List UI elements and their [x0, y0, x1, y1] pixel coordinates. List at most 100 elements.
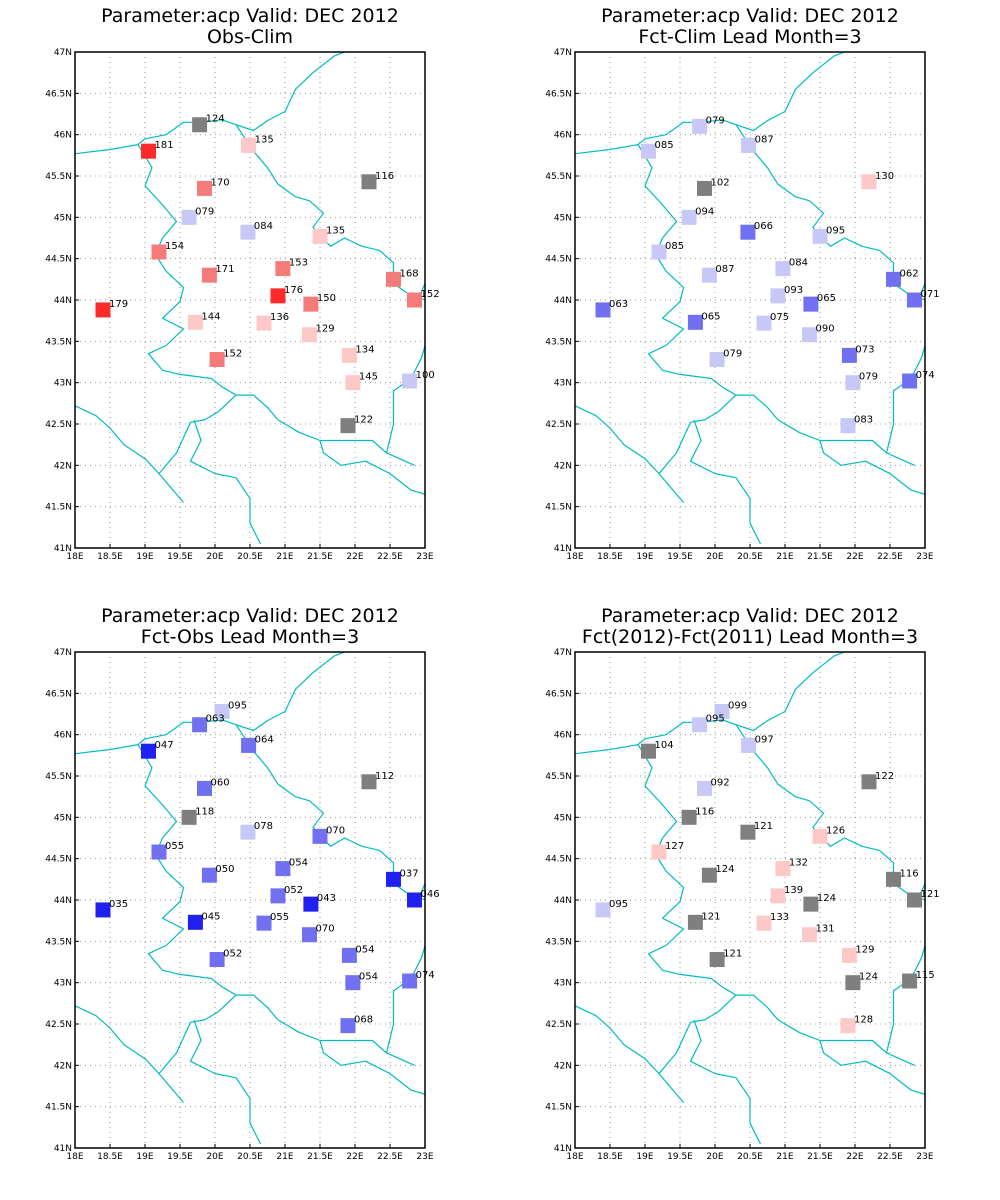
- y-tick-label: 41.5N: [545, 503, 572, 513]
- station-value-label: 085: [655, 140, 674, 151]
- station-value-label: 118: [195, 806, 214, 817]
- station-value-label: 124: [817, 893, 836, 904]
- x-tick-label: 23E: [916, 1152, 933, 1162]
- x-tick-label: 19E: [136, 1152, 153, 1162]
- station-marker: [756, 315, 772, 331]
- x-tick-label: 22E: [846, 1152, 863, 1162]
- chart-subtitle: Fct-Obs Lead Month=3: [141, 626, 359, 648]
- station-marker: [95, 902, 111, 918]
- station-value-label: 078: [254, 821, 273, 832]
- x-tick-label: 22E: [346, 552, 363, 562]
- border-line: [575, 405, 684, 503]
- y-tick-label: 43N: [554, 379, 572, 389]
- x-tick-label: 20E: [706, 552, 723, 562]
- y-tick-label: 43.5N: [545, 337, 572, 347]
- station-marker: [240, 224, 256, 240]
- station-marker: [151, 244, 167, 260]
- station-marker: [407, 292, 422, 308]
- border-line: [689, 419, 762, 545]
- station-value-label: 083: [854, 415, 873, 426]
- station-marker: [840, 418, 856, 434]
- x-tick-label: 18.5E: [597, 1152, 623, 1162]
- y-tick-label: 47N: [554, 48, 572, 58]
- station-value-label: 070: [326, 825, 345, 836]
- y-tick-label: 44N: [554, 296, 572, 306]
- chart-title: Parameter:acp Valid: DEC 2012: [601, 5, 899, 27]
- x-tick-label: 18.5E: [597, 552, 623, 562]
- station-marker: [303, 896, 319, 912]
- y-tick-label: 43.5N: [545, 937, 572, 947]
- station-marker: [641, 743, 656, 759]
- station-value-label: 179: [109, 299, 128, 310]
- border-line: [75, 1005, 184, 1103]
- border-line: [75, 52, 345, 155]
- station-value-label: 124: [715, 864, 734, 875]
- station-value-label: 084: [789, 258, 808, 269]
- border-line: [753, 994, 915, 1066]
- y-tick-label: 46.5N: [545, 689, 572, 699]
- station-value-label: 135: [255, 134, 274, 145]
- station-value-label: 152: [223, 349, 242, 360]
- station-value-label: 055: [165, 841, 184, 852]
- station-value-label: 062: [900, 268, 919, 279]
- x-tick-label: 23E: [416, 1152, 433, 1162]
- station-marker: [386, 871, 401, 887]
- y-tick-label: 43N: [54, 979, 72, 989]
- station-marker: [303, 296, 319, 312]
- station-value-label: 085: [665, 241, 684, 252]
- y-tick-label: 46.5N: [45, 89, 72, 99]
- station-value-label: 079: [706, 115, 725, 126]
- station-marker: [687, 914, 703, 930]
- station-value-label: 128: [854, 1015, 873, 1026]
- x-tick-label: 21.5E: [307, 1152, 333, 1162]
- station-value-label: 129: [855, 944, 874, 955]
- station-value-label: 047: [155, 740, 174, 751]
- x-tick-label: 18E: [566, 552, 583, 562]
- station-marker: [270, 288, 286, 304]
- x-tick-label: 23E: [416, 552, 433, 562]
- station-marker: [201, 267, 217, 283]
- station-value-label: 079: [195, 206, 214, 217]
- station-value-label: 054: [355, 944, 374, 955]
- station-value-label: 121: [754, 821, 773, 832]
- station-value-label: 064: [255, 734, 274, 745]
- station-markers: 079 085 087 102 130 094 066 095 085 087 084 062 063 0…: [595, 115, 940, 434]
- border-line: [75, 652, 345, 755]
- station-marker: [345, 975, 361, 991]
- y-tick-label: 46.5N: [545, 89, 572, 99]
- station-marker: [209, 952, 225, 968]
- border-line: [885, 345, 925, 454]
- station-marker: [341, 947, 357, 963]
- station-marker: [386, 271, 401, 287]
- station-marker: [312, 828, 328, 844]
- y-tick-label: 44.5N: [545, 855, 572, 865]
- station-value-label: 136: [270, 312, 289, 323]
- station-marker: [209, 352, 225, 368]
- station-marker: [756, 915, 772, 931]
- station-marker: [845, 975, 861, 991]
- map-svg: Parameter:acp Valid: DEC 2012Fct(2012)-F…: [545, 605, 939, 1162]
- y-tick-label: 41N: [554, 544, 572, 554]
- x-tick-label: 20.5E: [237, 1152, 263, 1162]
- x-tick-label: 21.5E: [807, 552, 833, 562]
- x-tick-label: 20E: [706, 1152, 723, 1162]
- station-marker: [197, 180, 212, 196]
- station-value-label: 126: [826, 825, 845, 836]
- station-marker: [701, 867, 717, 883]
- x-tick-label: 19.5E: [167, 1152, 193, 1162]
- station-marker: [214, 704, 230, 720]
- station-value-label: 099: [728, 701, 747, 712]
- border-line: [385, 345, 425, 454]
- station-marker: [95, 302, 111, 318]
- station-marker: [775, 861, 791, 877]
- station-value-label: 063: [609, 299, 628, 310]
- station-value-label: 073: [855, 344, 874, 355]
- station-marker: [402, 973, 418, 989]
- x-tick-label: 19E: [636, 1152, 653, 1162]
- station-marker: [345, 375, 361, 391]
- station-marker: [181, 809, 197, 825]
- station-marker: [651, 244, 667, 260]
- station-marker: [907, 292, 922, 308]
- station-value-label: 095: [826, 225, 845, 236]
